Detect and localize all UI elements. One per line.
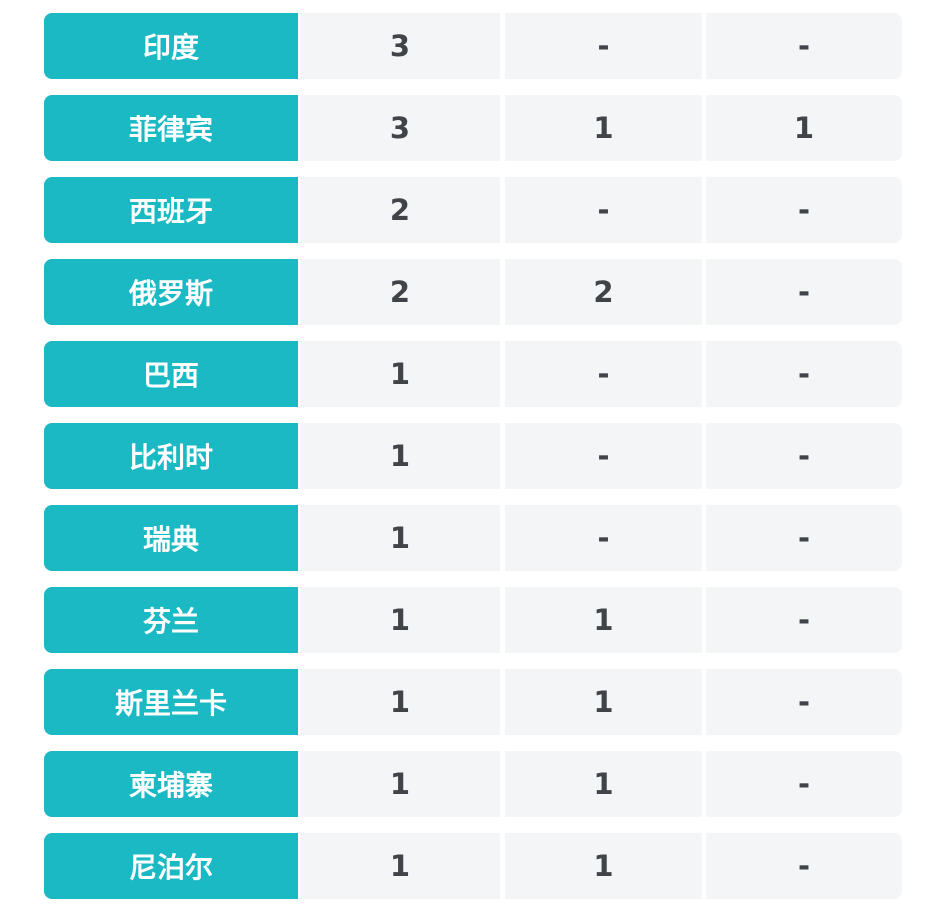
count-col-1: 1 (300, 669, 500, 735)
country-name: 印度 (44, 13, 298, 79)
country-name: 巴西 (44, 341, 298, 407)
country-name: 尼泊尔 (44, 833, 298, 899)
count-col-3: - (706, 505, 902, 571)
count-col-1: 1 (300, 423, 500, 489)
count-col-2: 1 (505, 587, 702, 653)
table-row: 印度 3- - (44, 13, 902, 79)
count-col-1: 1 (300, 833, 500, 899)
count-col-3: 1 (706, 95, 902, 161)
count-col-2: - (505, 13, 702, 79)
table-row: 巴西 1- - (44, 341, 902, 407)
table-row: 俄罗斯 2 2- (44, 259, 902, 325)
count-col-3: - (706, 669, 902, 735)
count-col-1: 3 (300, 13, 500, 79)
country-name: 西班牙 (44, 177, 298, 243)
table-row: 菲律宾 3 1 1 (44, 95, 902, 161)
country-name: 柬埔寨 (44, 751, 298, 817)
country-name: 瑞典 (44, 505, 298, 571)
table-row: 芬兰 1 1- (44, 587, 902, 653)
count-col-1: 1 (300, 505, 500, 571)
table-row: 西班牙 2- - (44, 177, 902, 243)
count-col-3: - (706, 259, 902, 325)
count-col-1: 2 (300, 259, 500, 325)
count-col-1: 3 (300, 95, 500, 161)
count-col-2: - (505, 341, 702, 407)
count-col-1: 1 (300, 751, 500, 817)
country-name: 菲律宾 (44, 95, 298, 161)
count-col-2: 1 (505, 751, 702, 817)
count-col-2: 1 (505, 95, 702, 161)
country-name: 芬兰 (44, 587, 298, 653)
count-col-2: 2 (505, 259, 702, 325)
count-col-3: - (706, 177, 902, 243)
count-col-3: - (706, 13, 902, 79)
count-col-3: - (706, 751, 902, 817)
table-row: 尼泊尔 1 1- (44, 833, 902, 899)
count-col-2: - (505, 505, 702, 571)
table-row: 比利时 1- - (44, 423, 902, 489)
medal-table: 印度 3- - 菲律宾 3 1 1 西班牙 2- - 俄罗斯 2 2- 巴西 1- - 比利时 1- - 瑞典 1- - 芬… (44, 13, 902, 915)
count-col-2: 1 (505, 669, 702, 735)
count-col-3: - (706, 423, 902, 489)
country-name: 俄罗斯 (44, 259, 298, 325)
count-col-1: 2 (300, 177, 500, 243)
table-row: 柬埔寨 1 1- (44, 751, 902, 817)
country-name: 比利时 (44, 423, 298, 489)
count-col-2: - (505, 177, 702, 243)
table-row: 斯里兰卡 1 1- (44, 669, 902, 735)
count-col-3: - (706, 341, 902, 407)
count-col-3: - (706, 833, 902, 899)
count-col-1: 1 (300, 341, 500, 407)
count-col-3: - (706, 587, 902, 653)
table-row: 瑞典 1- - (44, 505, 902, 571)
count-col-2: - (505, 423, 702, 489)
country-name: 斯里兰卡 (44, 669, 298, 735)
count-col-2: 1 (505, 833, 702, 899)
count-col-1: 1 (300, 587, 500, 653)
